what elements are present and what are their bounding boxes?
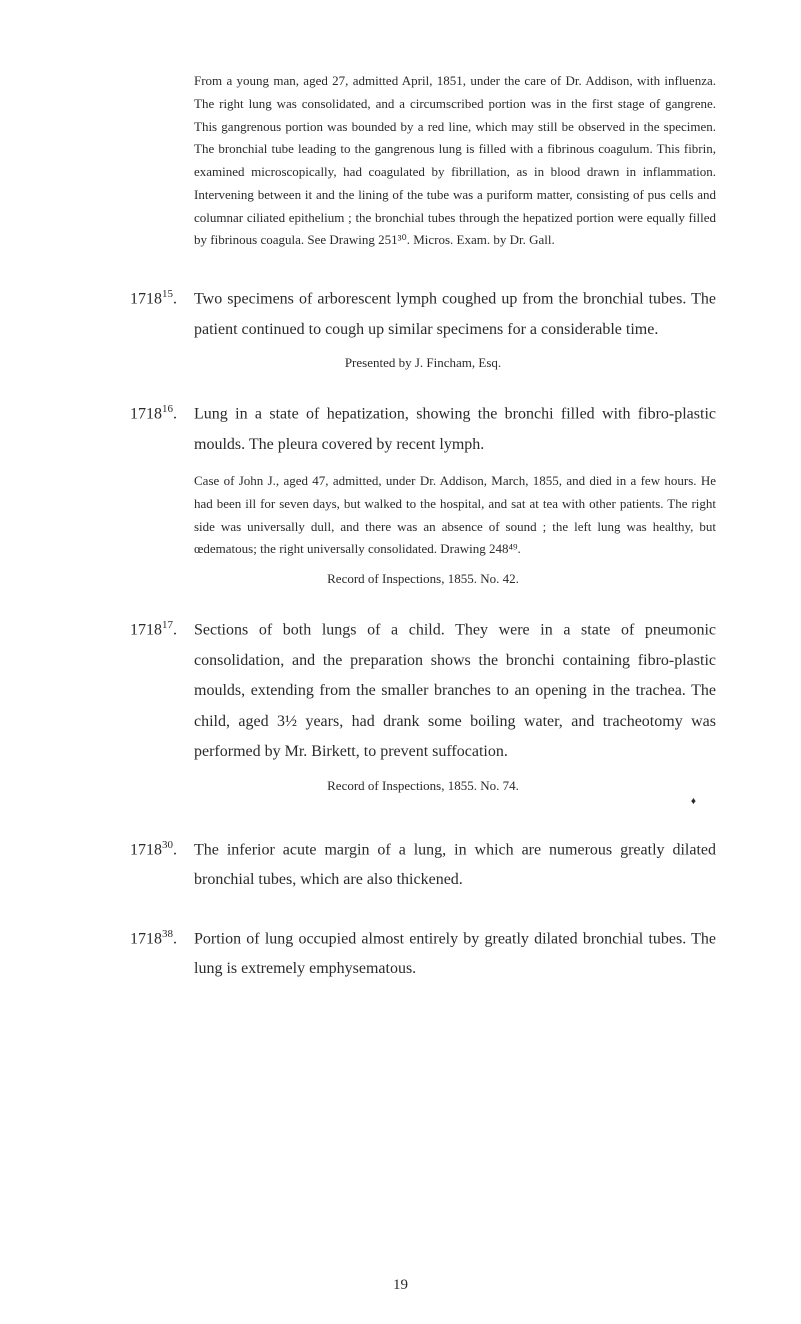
entry-main-text: 171817.Sections of both lungs of a child… bbox=[130, 615, 716, 767]
entry-number: 171817. bbox=[130, 615, 194, 646]
page-number: 19 bbox=[0, 1277, 801, 1294]
catalog-entry: 171838.Portion of lung occupied almost e… bbox=[130, 924, 716, 985]
record-line: Record of Inspections, 1855. No. 42. bbox=[130, 571, 716, 587]
presented-by: Presented by J. Fincham, Esq. bbox=[130, 355, 716, 371]
entry-main-text: 171815.Two specimens of arborescent lymp… bbox=[130, 284, 716, 345]
entry-number: 171815. bbox=[130, 284, 194, 315]
catalog-entry: 171815.Two specimens of arborescent lymp… bbox=[130, 284, 716, 371]
catalog-entry: 171817.Sections of both lungs of a child… bbox=[130, 615, 716, 806]
entry-main-text: 171830.The inferior acute margin of a lu… bbox=[130, 835, 716, 896]
record-line: Record of Inspections, 1855. No. 74. bbox=[130, 778, 716, 794]
entry-main-text: 171816.Lung in a state of hepatization, … bbox=[130, 399, 716, 460]
diamond-marker: ♦ bbox=[130, 796, 716, 807]
catalog-entry: 171816.Lung in a state of hepatization, … bbox=[130, 399, 716, 587]
entry-main-text: 171838.Portion of lung occupied almost e… bbox=[130, 924, 716, 985]
catalog-entry: 171830.The inferior acute margin of a lu… bbox=[130, 835, 716, 896]
intro-paragraph: From a young man, aged 27, admitted Apri… bbox=[130, 70, 716, 252]
entry-number: 171816. bbox=[130, 399, 194, 430]
entry-number: 171830. bbox=[130, 835, 194, 866]
case-note: Case of John J., aged 47, admitted, unde… bbox=[130, 470, 716, 561]
entry-number: 171838. bbox=[130, 924, 194, 955]
